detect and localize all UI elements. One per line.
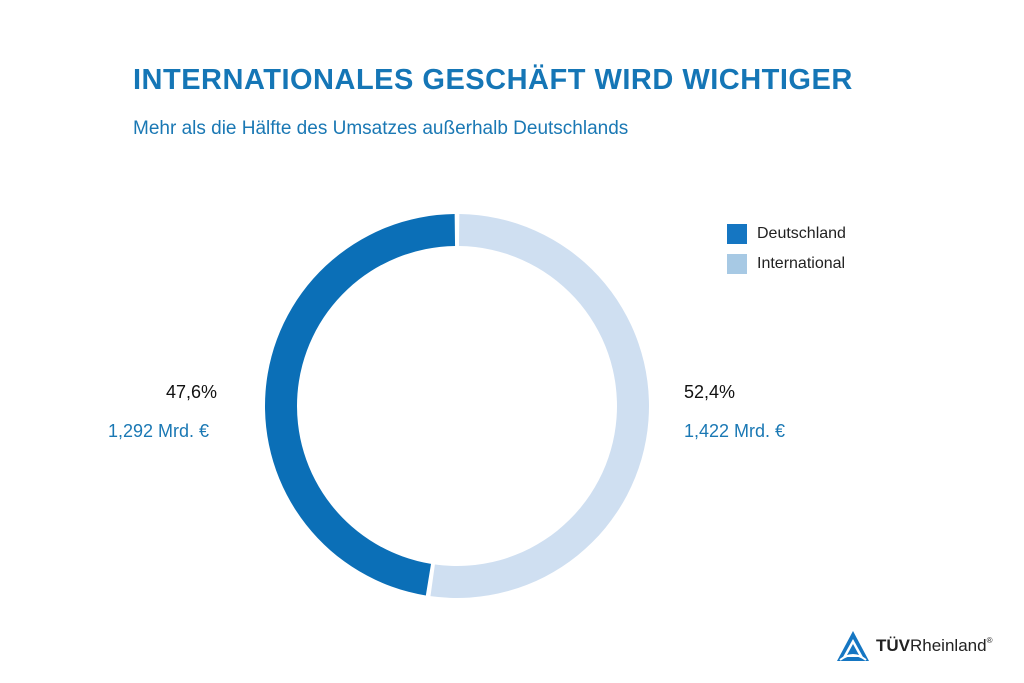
chart-subtitle: Mehr als die Hälfte des Umsatzes außerha…: [133, 118, 629, 139]
legend-item-international: International: [727, 254, 846, 274]
donut-slice-international: [430, 214, 649, 598]
logo-wordmark: TÜVRheinland®: [876, 636, 993, 655]
legend-label-deutschland: Deutschland: [757, 225, 846, 242]
tuv-triangle-icon: [837, 631, 869, 661]
legend-item-deutschland: Deutschland: [727, 224, 846, 244]
amount-label-international: 1,422 Mrd. €: [684, 421, 786, 441]
percent-label-international: 52,4%: [684, 382, 736, 402]
tuv-rheinland-logo: TÜVRheinland®: [836, 630, 992, 662]
legend-swatch-deutschland: [727, 224, 747, 244]
legend: Deutschland International: [727, 224, 846, 284]
amount-label-deutschland: 1,292 Mrd. €: [108, 421, 210, 441]
percent-label-deutschland: 47,6%: [166, 382, 218, 402]
chart-title: INTERNATIONALES GESCHÄFT WIRD WICHTIGER: [133, 64, 853, 96]
donut-slice-deutschland: [265, 214, 456, 596]
legend-label-international: International: [757, 255, 846, 272]
legend-swatch-international: [727, 254, 747, 274]
